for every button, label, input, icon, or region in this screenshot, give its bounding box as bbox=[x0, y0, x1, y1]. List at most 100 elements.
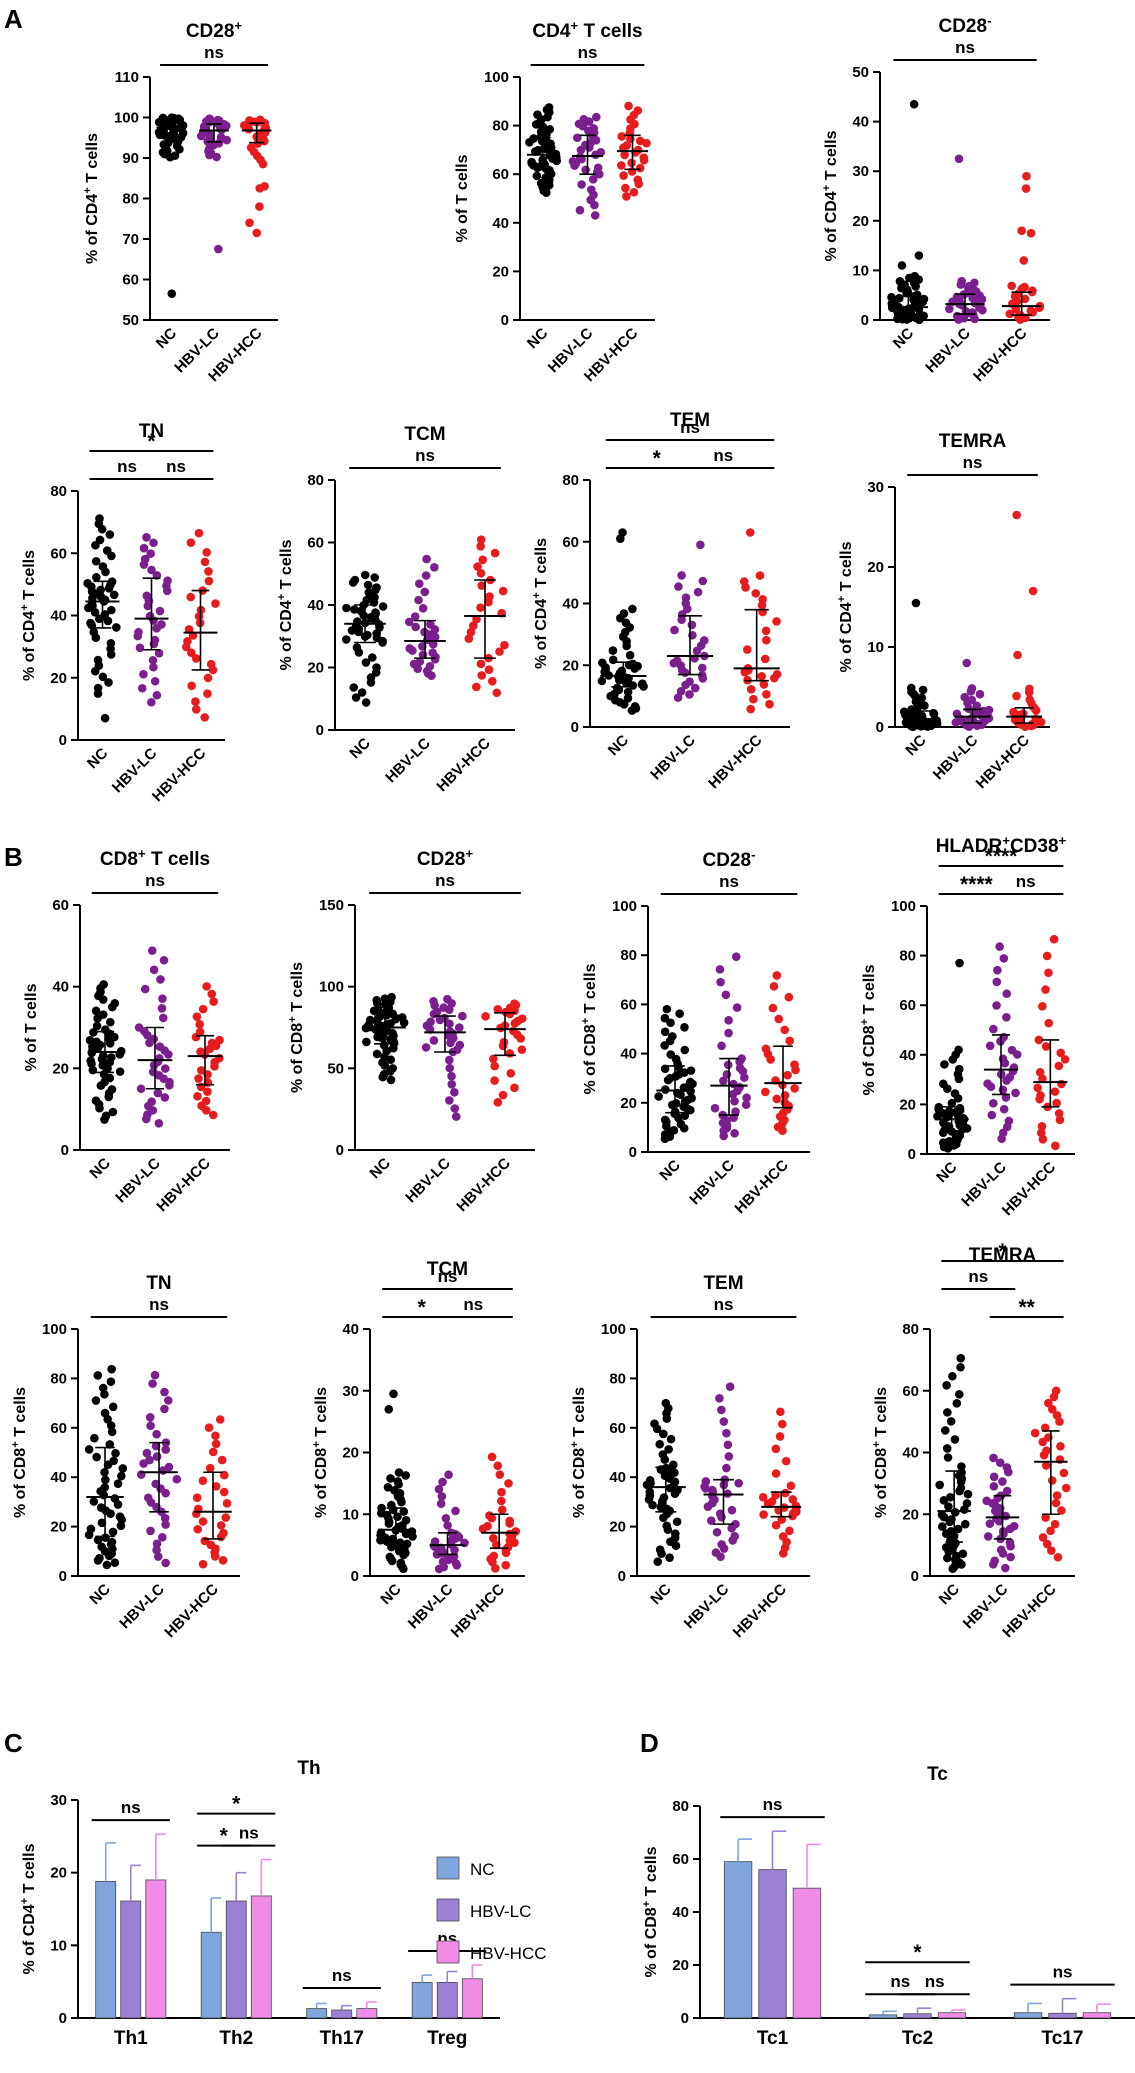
data-point-hbv-hcc bbox=[775, 1432, 785, 1441]
data-point-hbv-hcc bbox=[781, 1456, 791, 1466]
data-point-hbv-lc bbox=[451, 1559, 461, 1568]
data-point-hbv-hcc bbox=[487, 676, 497, 686]
data-point-hbv-hcc bbox=[252, 228, 262, 238]
data-point-hbv-hcc bbox=[1036, 1091, 1045, 1100]
x-category-label: NC bbox=[647, 1581, 674, 1608]
data-point-hbv-hcc bbox=[488, 1054, 498, 1064]
data-point-hbv-lc bbox=[154, 1119, 164, 1128]
chart-title: TCM bbox=[427, 1259, 468, 1280]
data-point-nc bbox=[946, 1527, 956, 1536]
y-tick-label: 40 bbox=[342, 1321, 359, 1338]
data-point-hbv-hcc bbox=[1054, 1061, 1064, 1071]
data-point-hbv-lc bbox=[451, 1506, 460, 1516]
data-point-nc bbox=[660, 1013, 670, 1023]
data-point-hbv-lc bbox=[742, 1093, 751, 1103]
data-point-hbv-lc bbox=[731, 1519, 740, 1529]
data-point-hbv-lc bbox=[730, 1096, 739, 1106]
x-category-label: HBV-LC bbox=[382, 735, 434, 787]
data-point-hbv-lc bbox=[1011, 1088, 1020, 1098]
data-point-nc bbox=[658, 1450, 668, 1459]
data-point-nc bbox=[680, 1022, 689, 1032]
data-point-nc bbox=[628, 659, 638, 669]
panel-letter-A: A bbox=[4, 4, 23, 34]
y-tick-label: 10 bbox=[867, 639, 884, 656]
data-point-hbv-lc bbox=[445, 1019, 454, 1029]
data-point-hbv-hcc bbox=[468, 621, 478, 630]
data-point-nc bbox=[680, 1068, 689, 1077]
data-point-hbv-hcc bbox=[633, 145, 643, 155]
data-point-nc bbox=[107, 1085, 117, 1094]
data-point-hbv-hcc bbox=[198, 1517, 208, 1526]
x-category-label: HBV-LC bbox=[922, 325, 974, 377]
data-point-hbv-hcc bbox=[1038, 1002, 1047, 1011]
x-category-label: HBV-HCC bbox=[433, 735, 493, 795]
data-point-nc bbox=[387, 992, 396, 1002]
data-point-nc bbox=[396, 1558, 406, 1568]
y-tick-label: 80 bbox=[620, 947, 637, 964]
y-tick-label: 50 bbox=[852, 64, 869, 81]
data-point-hbv-lc bbox=[157, 1003, 167, 1013]
data-point-nc bbox=[99, 980, 108, 989]
data-point-hbv-hcc bbox=[466, 627, 476, 637]
data-point-hbv-lc bbox=[967, 684, 977, 693]
data-point-nc bbox=[597, 658, 607, 668]
data-point-hbv-lc bbox=[575, 205, 585, 215]
data-point-hbv-lc bbox=[722, 1070, 732, 1079]
data-point-nc bbox=[653, 1557, 663, 1566]
data-point-hbv-hcc bbox=[1051, 1141, 1060, 1151]
data-point-nc bbox=[919, 294, 929, 304]
data-point-hbv-hcc bbox=[780, 1091, 790, 1100]
significance-label: ns bbox=[578, 43, 598, 62]
data-point-hbv-hcc bbox=[191, 705, 201, 714]
chart-title: TEM bbox=[670, 410, 710, 431]
significance-label: ns bbox=[117, 457, 137, 476]
data-point-hbv-lc bbox=[992, 977, 1002, 987]
data-point-hbv-lc bbox=[962, 658, 972, 668]
data-point-hbv-hcc bbox=[495, 1470, 505, 1479]
data-point-hbv-lc bbox=[717, 1041, 726, 1051]
data-point-nc bbox=[92, 1021, 102, 1031]
data-point-hbv-hcc bbox=[1041, 1042, 1051, 1051]
data-point-hbv-lc bbox=[722, 1428, 731, 1438]
data-point-nc bbox=[98, 1383, 108, 1393]
data-point-hbv-hcc bbox=[776, 1407, 785, 1417]
data-point-hbv-lc bbox=[137, 683, 147, 693]
data-point-hbv-lc bbox=[719, 1076, 728, 1086]
data-point-hbv-lc bbox=[161, 1558, 170, 1568]
chart-title: CD4+ T cells bbox=[532, 18, 642, 43]
data-point-hbv-hcc bbox=[1050, 1519, 1060, 1529]
data-point-hbv-hcc bbox=[219, 1528, 228, 1538]
data-point-hbv-hcc bbox=[1026, 306, 1036, 316]
data-point-hbv-hcc bbox=[493, 1005, 503, 1014]
data-point-hbv-lc bbox=[149, 965, 159, 975]
data-point-hbv-lc bbox=[147, 697, 156, 707]
data-point-hbv-hcc bbox=[202, 982, 211, 991]
y-tick-label: 0 bbox=[59, 732, 67, 749]
data-point-nc bbox=[371, 608, 380, 617]
data-point-nc bbox=[350, 575, 360, 585]
data-point-hbv-lc bbox=[153, 1088, 163, 1098]
data-point-nc bbox=[897, 261, 907, 270]
data-point-hbv-hcc bbox=[196, 1066, 206, 1075]
legend-swatch-nc bbox=[436, 1856, 460, 1880]
data-point-hbv-lc bbox=[722, 1463, 731, 1473]
data-point-hbv-hcc bbox=[622, 192, 631, 201]
chart-title: CD28- bbox=[938, 13, 991, 38]
significance-label: ** bbox=[1018, 1296, 1035, 1319]
data-point-hbv-lc bbox=[429, 996, 438, 1006]
data-point-nc bbox=[105, 1017, 115, 1027]
data-point-hbv-lc bbox=[734, 1478, 743, 1488]
data-point-hbv-hcc bbox=[201, 1096, 211, 1106]
data-point-hbv-hcc bbox=[477, 581, 486, 590]
y-tick-label: 20 bbox=[307, 660, 324, 677]
y-tick-label: 30 bbox=[852, 163, 869, 180]
y-tick-label: 0 bbox=[571, 719, 579, 736]
y-axis-label: % of CD8+ T cells bbox=[287, 962, 306, 1093]
data-point-hbv-hcc bbox=[1041, 1513, 1050, 1522]
data-point-hbv-lc bbox=[149, 1034, 159, 1044]
x-category-label: HBV-LC bbox=[405, 1581, 457, 1633]
data-point-hbv-lc bbox=[596, 148, 606, 157]
data-point-hbv-hcc bbox=[198, 1004, 208, 1014]
data-point-nc bbox=[387, 1500, 396, 1510]
bar-nc-th2 bbox=[200, 1931, 222, 2019]
